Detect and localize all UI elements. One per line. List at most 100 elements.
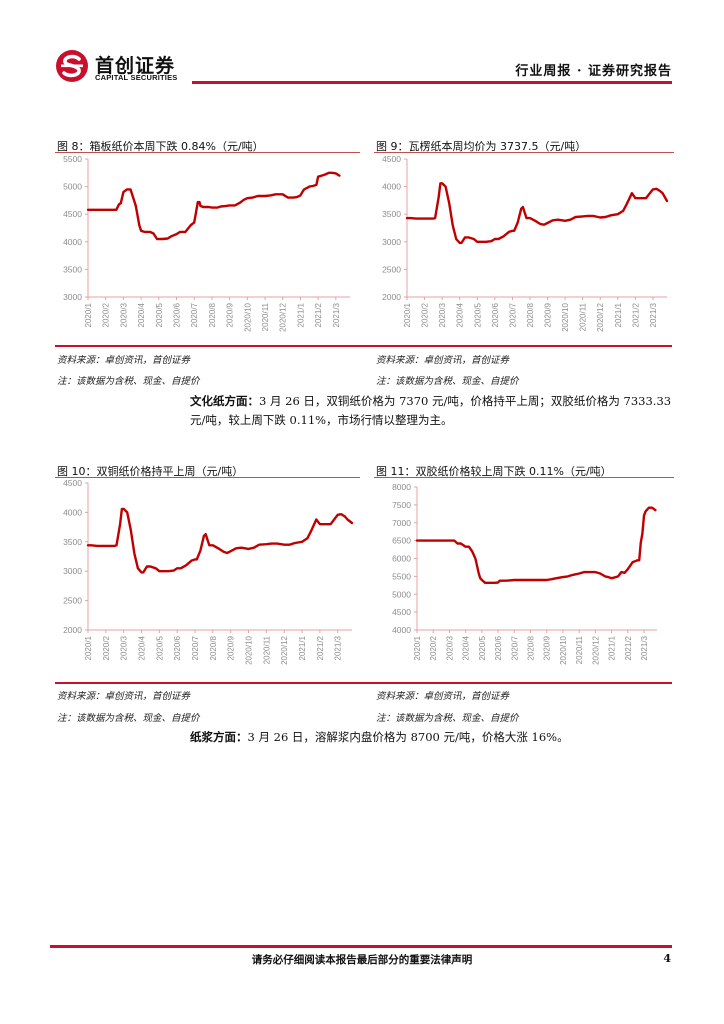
x-tick-label: 2020/1 — [413, 635, 422, 660]
figure-8-note: 注：该数据为含税、现金、自提价 — [57, 376, 200, 387]
figure-9-title: 图 9：瓦楞纸本周均价为 3737.5（元/吨） — [376, 138, 586, 154]
x-tick-label: 2021/2 — [314, 302, 323, 327]
y-tick-label: 7500 — [392, 500, 411, 510]
x-tick-label: 2020/2 — [429, 635, 438, 660]
figure-9-source: 资料来源：卓创资讯，首创证券 — [376, 355, 510, 366]
x-tick-label: 2020/5 — [155, 302, 164, 327]
figure-11-source: 资料来源：卓创资讯，首创证券 — [376, 691, 510, 702]
x-tick-label: 2020/3 — [120, 635, 129, 660]
x-tick-label: 2020/11 — [579, 302, 588, 331]
y-tick-label: 3000 — [63, 292, 82, 302]
culture-paper-lead: 文化纸方面： — [190, 394, 259, 408]
x-tick-label: 2020/6 — [491, 302, 500, 327]
chart-fig8-boxboard-price: 3000 3500 4000 4500 5000 5500 2020/1 2020/2 2020… — [63, 154, 350, 332]
figure-9-title-rule — [374, 152, 674, 153]
x-tick-label: 2021/3 — [649, 302, 658, 327]
x-tick-label: 2020/9 — [543, 635, 552, 660]
figure-8-source: 资料来源：卓创资讯，首创证券 — [57, 355, 191, 366]
x-tick-label: 2020/3 — [445, 635, 454, 660]
figure-10-source: 资料来源：卓创资讯，首创证券 — [57, 691, 191, 702]
figure-caption: 瓦楞纸本周均价为 3737.5（元/吨） — [408, 140, 587, 153]
logo-text-cn: 首创证券 — [95, 55, 176, 77]
x-tick-label: 2020/9 — [544, 302, 553, 327]
x-tick-label: 2020/2 — [102, 635, 111, 660]
x-tick-label: 2020/4 — [456, 302, 465, 327]
x-tick-label: 2021/1 — [298, 635, 307, 660]
x-tick-label: 2020/12 — [591, 635, 600, 664]
page-number: 4 — [663, 952, 671, 965]
y-tick-label: 5500 — [392, 571, 411, 581]
x-tick-label: 2020/4 — [138, 635, 147, 660]
x-tick-label: 2020/8 — [527, 635, 536, 660]
y-tick-label: 3000 — [382, 237, 401, 247]
y-tick-label: 4000 — [392, 625, 411, 635]
figure-label: 图 10： — [57, 465, 97, 478]
price-line-series — [415, 506, 657, 585]
y-tick-label: 3500 — [63, 264, 82, 274]
x-tick-label: 2021/3 — [332, 302, 341, 327]
report-type-title: 行业周报 · 证券研究报告 — [515, 64, 672, 79]
figure-9-note: 注：该数据为含税、现金、自提价 — [376, 376, 519, 387]
figure-caption: 双铜纸价格持平上周（元/吨） — [96, 465, 244, 478]
pulp-paragraph: 纸浆方面：3 月 26 日，溶解浆内盘价格为 8700 元/吨，价格大涨 16%… — [190, 728, 675, 747]
x-tick-label: 2021/1 — [296, 302, 305, 327]
figure-label: 图 9： — [376, 140, 409, 153]
x-tick-label: 2020/2 — [102, 302, 111, 327]
y-tick-label: 4000 — [63, 507, 82, 517]
x-tick-label: 2020/4 — [137, 302, 146, 327]
y-tick-label: 5500 — [63, 154, 82, 164]
figure-label: 图 8： — [57, 140, 90, 153]
figure-row-2-bottom-rule — [55, 682, 672, 684]
x-tick-label: 2020/11 — [575, 635, 584, 664]
x-tick-label: 2020/5 — [478, 635, 487, 660]
chart-fig9-corrugated-price: 2000 2500 3000 3500 4000 4500 2020/1 2020/2 2020… — [382, 154, 669, 332]
y-tick-label: 4500 — [63, 209, 82, 219]
x-tick-label: 2020/10 — [245, 635, 254, 664]
x-tick-label: 2020/9 — [226, 302, 235, 327]
x-tick-label: 2020/8 — [209, 635, 218, 660]
x-tick-label: 2020/6 — [173, 302, 182, 327]
x-tick-label: 2020/1 — [84, 635, 93, 660]
figure-10-title-rule — [55, 477, 360, 478]
y-tick-label: 5000 — [63, 182, 82, 192]
y-tick-label: 2500 — [382, 264, 401, 274]
x-tick-label: 2021/3 — [334, 635, 343, 660]
logo-mark-icon — [56, 50, 88, 82]
figure-label: 图 11： — [376, 465, 416, 478]
y-tick-label: 8000 — [392, 482, 411, 492]
figure-11-title-rule — [374, 477, 674, 478]
figure-row-1-bottom-rule — [55, 345, 672, 347]
x-tick-label: 2020/12 — [279, 302, 288, 331]
x-tick-label: 2020/7 — [191, 635, 200, 660]
y-tick-label: 4500 — [392, 607, 411, 617]
y-tick-label: 6500 — [392, 536, 411, 546]
figure-caption: 箱板纸价本周下跌 0.84%（元/吨） — [89, 140, 264, 153]
x-tick-label: 2020/2 — [421, 302, 430, 327]
figure-11-title: 图 11：双胶纸价格较上周下跌 0.11%（元/吨） — [376, 463, 612, 479]
x-tick-label: 2020/3 — [438, 302, 447, 327]
legal-disclaimer-notice: 请务必仔细阅读本报告最后部分的重要法律声明 — [251, 954, 473, 966]
y-tick-label: 2500 — [63, 596, 82, 606]
chart-fig10-coated-paper-price: 2000 2500 3000 3500 4000 4500 2020/1 2020/2 2020… — [63, 478, 354, 665]
y-tick-label: 3500 — [382, 209, 401, 219]
chart-fig11-offset-paper-price: 4000 4500 5000 5500 6000 6500 7000 7500 8000 2020… — [392, 482, 657, 665]
y-tick-label: 4000 — [63, 237, 82, 247]
figure-8-title-rule — [55, 152, 360, 153]
x-tick-label: 2020/1 — [403, 302, 412, 327]
y-tick-label: 5000 — [392, 589, 411, 599]
y-tick-label: 4500 — [382, 154, 401, 164]
x-tick-label: 2020/9 — [227, 635, 236, 660]
y-tick-label: 2000 — [63, 625, 82, 635]
figure-8-title: 图 8：箱板纸价本周下跌 0.84%（元/吨） — [57, 138, 264, 154]
x-tick-label: 2021/2 — [624, 635, 633, 660]
y-tick-label: 2000 — [382, 292, 401, 302]
x-tick-label: 2020/5 — [155, 635, 164, 660]
x-tick-label: 2021/1 — [608, 635, 617, 660]
x-tick-label: 2020/6 — [494, 635, 503, 660]
figure-10-title: 图 10：双铜纸价格持平上周（元/吨） — [57, 463, 243, 479]
x-tick-label: 2020/12 — [280, 635, 289, 664]
y-tick-label: 4500 — [63, 478, 82, 488]
y-tick-label: 7000 — [392, 518, 411, 528]
x-tick-label: 2021/2 — [316, 635, 325, 660]
x-tick-label: 2020/6 — [173, 635, 182, 660]
